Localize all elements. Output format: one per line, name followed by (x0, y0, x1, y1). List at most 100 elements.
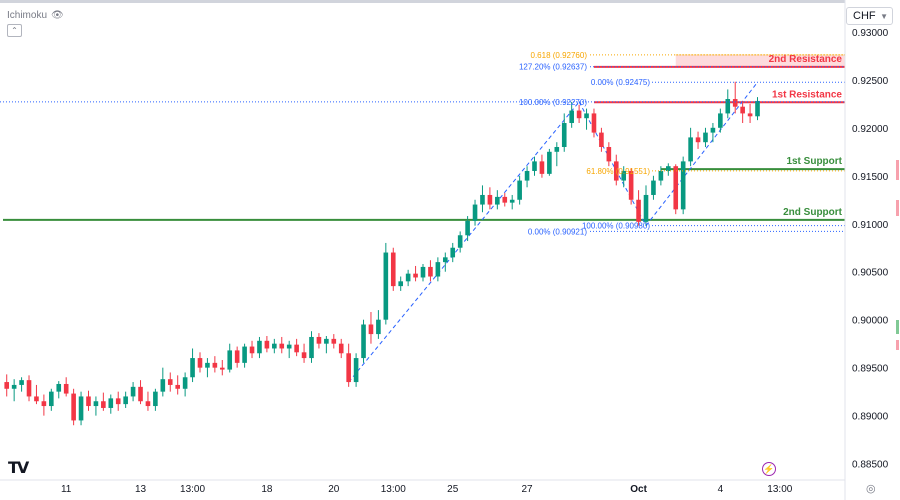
settings-icon[interactable]: ◎ (866, 483, 876, 495)
candle-body (703, 132, 708, 143)
indicator-label[interactable]: Ichimoku 👁 (7, 10, 64, 21)
chevron-up-icon: ⌃ (11, 26, 18, 35)
candle-body (376, 319, 381, 335)
candle-body (205, 362, 210, 368)
level-name-label: 2nd Support (783, 207, 843, 218)
candle-body (628, 170, 634, 200)
candle-body (167, 379, 173, 385)
trendline-layer (348, 81, 758, 383)
candle-body (636, 199, 641, 222)
candle-body (234, 350, 240, 363)
currency-select[interactable]: CHF ▼ (846, 7, 893, 25)
candle-body (145, 401, 151, 407)
chevron-down-icon: ▼ (880, 11, 888, 21)
time-tick-label: 18 (261, 484, 273, 495)
candle-body (517, 180, 522, 200)
candle-body (182, 377, 188, 389)
price-tick-label: 0.92000 (852, 124, 889, 135)
fib-trend-line (645, 81, 758, 226)
candle-body (554, 146, 560, 152)
candle-body (413, 273, 418, 278)
time-tick-label: 13 (135, 484, 147, 495)
level-name-label: 2nd Resistance (769, 54, 843, 65)
candle-body (487, 194, 493, 205)
candle-body (532, 161, 537, 171)
price-tick-label: 0.88500 (852, 460, 889, 471)
time-tick-label: 13:00 (381, 484, 406, 495)
time-axis: 11 13 13:00 18 20 13:00 25 27 Oct 4 13:00 (0, 479, 845, 495)
price-axis-bg (845, 0, 900, 500)
candle-body (495, 196, 500, 205)
candle-body (130, 386, 136, 397)
price-tick-label: 0.90500 (852, 268, 889, 279)
candle-body (324, 338, 329, 344)
resistance-zone (675, 54, 845, 67)
fib-label: 0.00% (0.92475) (591, 78, 650, 87)
candle-body (710, 127, 716, 133)
candle-body (160, 379, 166, 392)
candle-body (257, 340, 262, 354)
candle-body (576, 110, 582, 119)
tradingview-logo-text: TV (8, 458, 29, 477)
price-tick-label: 0.89000 (852, 412, 889, 423)
fib-label: 0.618 (0.92760) (531, 51, 588, 60)
price-tick-label: 0.92500 (852, 76, 889, 87)
candle-body (190, 358, 195, 378)
candle-body (49, 391, 54, 407)
candle-body (755, 100, 760, 117)
fib-label: 100.00% (0.90980) (582, 222, 650, 231)
candle-body (123, 396, 128, 405)
top-border (0, 0, 900, 3)
candle-body (591, 113, 597, 133)
candle-body (465, 220, 470, 236)
price-tick-label: 0.89500 (852, 364, 889, 375)
fib-label: 61.80% (0.91551) (586, 167, 650, 176)
candle-body (658, 170, 664, 181)
price-tick-label: 0.91000 (852, 220, 889, 231)
candle-body (138, 386, 143, 402)
time-tick-label: 13:00 (767, 484, 792, 495)
candle-body (643, 194, 649, 222)
candle-body (353, 358, 359, 383)
time-tick-label: 13:00 (180, 484, 205, 495)
candle-body (56, 383, 62, 392)
candle-body (11, 384, 17, 389)
time-tick-label: 4 (718, 484, 724, 495)
candle-body (688, 137, 693, 162)
candle-body (547, 151, 552, 174)
candle-body (509, 199, 515, 203)
candle-body (680, 161, 686, 210)
level-name-label: 1st Resistance (772, 89, 842, 100)
candle-body (93, 401, 99, 407)
candle-body (26, 380, 32, 397)
candle-body (457, 235, 463, 248)
candle-body (286, 344, 292, 349)
candle-body (19, 380, 24, 385)
time-tick-label: 11 (61, 484, 72, 495)
candle-body (442, 257, 448, 263)
candle-body (584, 113, 589, 119)
candle-body (219, 367, 225, 370)
candle-body (472, 204, 478, 221)
price-axis: 0.93000 0.92500 0.92000 0.91500 0.91000 0.905… (844, 0, 900, 500)
candle-body (249, 346, 255, 354)
collapse-button[interactable]: ⌃ (7, 24, 22, 37)
candle-body (227, 350, 233, 370)
candle-body (651, 180, 656, 195)
candle-body (435, 262, 441, 277)
price-tick-label: 0.93000 (852, 28, 889, 39)
edge-marker (896, 200, 899, 216)
currency-value: CHF (853, 10, 876, 22)
candle-body (613, 161, 619, 181)
candle-body (368, 324, 374, 335)
tradingview-logo-icon[interactable]: TV (8, 458, 29, 477)
eye-icon[interactable]: 👁 (51, 10, 64, 21)
candle-body (725, 99, 731, 114)
candle-body (695, 137, 701, 143)
zone-layer (675, 54, 845, 67)
candle-body (428, 266, 433, 277)
candle-body (338, 343, 344, 354)
lightning-icon[interactable]: ⚡ (762, 462, 776, 476)
candle-body (524, 170, 530, 181)
